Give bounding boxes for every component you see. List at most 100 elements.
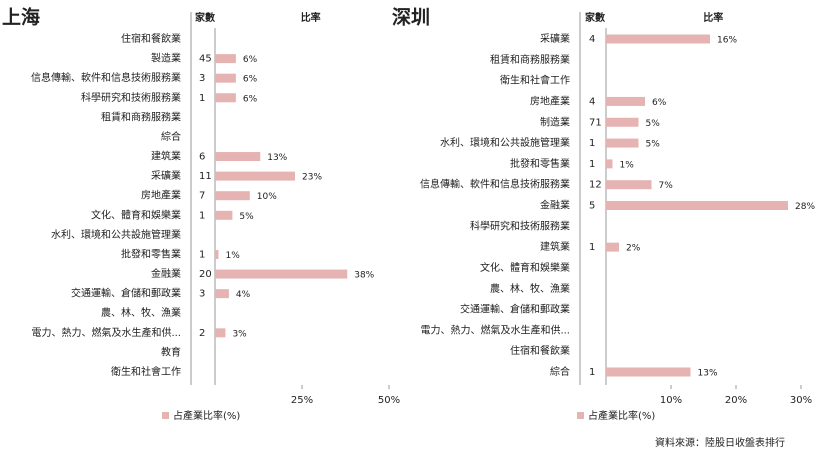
- value-label: 5%: [646, 119, 661, 129]
- count: 6: [199, 152, 205, 163]
- count: 1: [589, 138, 595, 149]
- value-label: 6%: [652, 98, 667, 108]
- count: 2: [199, 328, 205, 339]
- category-label: 租賃和商務服務業: [101, 110, 181, 123]
- bar: [215, 93, 236, 103]
- count: 1: [589, 242, 595, 253]
- category-label: 金融業: [540, 199, 570, 212]
- bar: [215, 210, 233, 220]
- count: 12: [589, 180, 602, 191]
- value-label: 6%: [243, 55, 258, 65]
- category-label: 制造業: [540, 115, 570, 128]
- value-label: 23%: [302, 173, 322, 183]
- category-label: 金融業: [151, 267, 181, 280]
- category-label: 綜合: [550, 365, 570, 378]
- legend-label: 占產業比率(%): [588, 409, 655, 422]
- category-label: 農、林、牧、漁業: [490, 282, 570, 295]
- category-label: 科學研究和技術服務業: [81, 91, 181, 104]
- category-label: 房地產業: [141, 189, 181, 202]
- count: 1: [589, 159, 595, 170]
- count-header: 家數: [195, 11, 215, 24]
- x-tick-label: 10%: [660, 395, 682, 406]
- count: 11: [199, 171, 212, 182]
- bar: [606, 180, 652, 190]
- category-label: 住宿和餐飲業: [510, 344, 570, 357]
- category-label: 電力、熱力、燃氣及水生產和供...: [31, 326, 181, 339]
- count: 71: [589, 117, 602, 128]
- count: 7: [199, 191, 205, 202]
- value-label: 2%: [626, 244, 641, 254]
- count: 5: [589, 201, 595, 212]
- value-label: 13%: [698, 369, 718, 379]
- count: 20: [199, 269, 212, 280]
- value-label: 38%: [354, 271, 374, 281]
- count: 4: [589, 96, 595, 107]
- category-label: 文化、體育和娛樂業: [480, 261, 570, 274]
- category-label: 房地產業: [530, 94, 570, 107]
- category-label: 租賃和商務服務業: [490, 53, 570, 66]
- category-label: 農、林、牧、漁業: [101, 306, 181, 319]
- category-label: 建筑業: [540, 240, 570, 253]
- bar: [606, 138, 639, 148]
- bar: [606, 117, 639, 127]
- value-label: 13%: [267, 153, 287, 163]
- x-tick-label: 30%: [790, 395, 812, 406]
- bar: [606, 34, 710, 44]
- value-label: 6%: [243, 75, 258, 85]
- ratio-header: 比率: [301, 11, 321, 24]
- count: 4: [589, 34, 595, 45]
- bar: [606, 367, 691, 377]
- value-label: 10%: [257, 192, 277, 202]
- bar: [606, 96, 645, 106]
- category-label: 采礦業: [540, 32, 570, 45]
- count: 1: [589, 367, 595, 378]
- bar: [606, 159, 613, 169]
- ratio-header: 比率: [703, 11, 723, 24]
- category-label: 教育: [161, 345, 181, 358]
- value-label: 4%: [236, 290, 251, 300]
- count: 1: [199, 93, 205, 104]
- value-label: 6%: [243, 94, 258, 104]
- bar: [215, 269, 348, 279]
- bar: [215, 249, 219, 259]
- bar: [606, 201, 788, 210]
- category-label: 水利、環境和公共設施管理業: [440, 136, 570, 149]
- bar: [215, 54, 236, 64]
- x-tick-label: 20%: [725, 395, 747, 406]
- count-header: 家數: [585, 11, 605, 24]
- bar: [215, 328, 226, 338]
- category-label: 信息傳輸、軟件和信息技術服務業: [31, 71, 181, 84]
- count: 1: [199, 210, 205, 221]
- value-label: 28%: [795, 202, 815, 212]
- bar: [215, 191, 250, 201]
- category-label: 衛生和社會工作: [500, 74, 570, 87]
- value-label: 7%: [659, 181, 674, 191]
- legend-swatch: [577, 412, 584, 419]
- category-label: 批發和零售業: [510, 157, 570, 170]
- bar: [606, 242, 619, 252]
- category-label: 水利、環境和公共設施管理業: [51, 228, 181, 241]
- x-tick-label: 50%: [378, 395, 400, 406]
- category-label: 衛生和社會工作: [111, 365, 181, 378]
- category-label: 製造業: [151, 52, 181, 65]
- count: 3: [199, 289, 205, 300]
- category-label: 批發和零售業: [121, 247, 181, 260]
- panel-title: 上海: [2, 6, 40, 29]
- count: 3: [199, 73, 205, 84]
- legend-label: 占產業比率(%): [173, 409, 240, 422]
- bar: [215, 73, 236, 83]
- bar: [215, 171, 296, 181]
- category-label: 科學研究和技術服務業: [470, 219, 570, 232]
- category-label: 文化、體育和娛樂業: [91, 208, 181, 221]
- category-label: 建筑業: [151, 150, 181, 163]
- value-label: 5%: [646, 140, 661, 150]
- count: 1: [199, 249, 205, 260]
- category-label: 綜合: [161, 130, 181, 143]
- value-label: 5%: [239, 212, 254, 222]
- category-label: 住宿和餐飲業: [121, 32, 181, 45]
- x-tick-label: 25%: [291, 395, 313, 406]
- bar: [215, 152, 261, 162]
- category-label: 交通運輸、倉儲和郵政業: [460, 303, 570, 316]
- source-note: 資料來源：陸股日收盤表排行: [655, 436, 785, 449]
